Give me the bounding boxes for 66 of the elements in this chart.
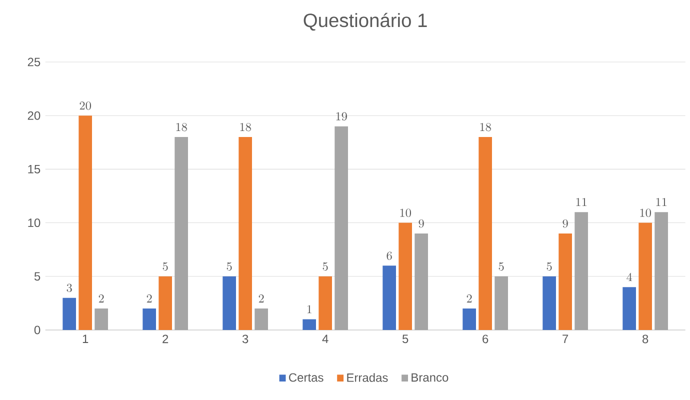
x-tick-label: 4: [322, 334, 328, 343]
bar: [238, 137, 252, 330]
data-label: 10: [640, 208, 651, 218]
data-label: 2: [146, 294, 152, 303]
data-label: 18: [480, 123, 491, 132]
data-label: 11: [656, 198, 666, 206]
bar: [638, 222, 652, 330]
legend-label: Erradas: [347, 373, 388, 382]
data-label: 9: [562, 219, 568, 228]
bar: [558, 234, 572, 330]
x-tick-label: 5: [402, 334, 408, 344]
bar: [382, 266, 396, 330]
bar: [174, 137, 188, 330]
x-tick-label: 8: [642, 334, 648, 344]
data-label: 4: [626, 272, 632, 282]
bar: [462, 308, 476, 330]
y-tick-label: 15: [28, 165, 40, 174]
legend-label: Branco: [412, 373, 448, 382]
data-label: 10: [400, 208, 412, 218]
y-tick-label: 25: [28, 58, 40, 66]
bar: [398, 222, 412, 330]
y-tick-label: 10: [28, 218, 40, 228]
y-tick-label: 20: [28, 111, 40, 120]
bar: [478, 137, 492, 330]
y-tick-label: 5: [34, 272, 40, 281]
data-label: 1: [307, 305, 312, 314]
bar: [334, 126, 348, 330]
data-label: 18: [240, 123, 251, 132]
data-label: 2: [98, 294, 104, 303]
data-label: 9: [418, 219, 424, 228]
bar: [142, 308, 156, 330]
x-tick-label: 2: [162, 334, 168, 344]
bar: [494, 276, 508, 330]
x-tick-label: 6: [482, 334, 488, 344]
bar: [574, 212, 588, 330]
x-tick-label: 7: [562, 334, 568, 343]
data-label: 5: [226, 262, 232, 271]
data-label: 2: [466, 294, 472, 303]
bar: [542, 276, 556, 330]
bar: [254, 308, 268, 330]
chart-title: Questionário 1: [304, 12, 427, 31]
data-label: 11: [576, 198, 586, 206]
bar: [158, 276, 172, 330]
data-label: 6: [386, 252, 392, 260]
x-tick-label: 3: [242, 334, 248, 344]
data-label: 18: [176, 123, 187, 132]
data-label: 5: [546, 262, 552, 271]
data-label: 19: [336, 112, 347, 121]
bar: [414, 234, 428, 330]
legend-label: Certas: [289, 373, 324, 382]
data-label: 5: [322, 262, 328, 271]
data-label: 20: [80, 102, 92, 110]
data-label: 5: [162, 262, 168, 271]
bar: [302, 319, 316, 330]
x-tick-label: 1: [82, 334, 88, 343]
bar: [94, 308, 108, 330]
data-label: 2: [258, 294, 264, 303]
bar: [62, 298, 76, 330]
bar: [654, 212, 668, 330]
data-label: 3: [66, 284, 72, 292]
data-label: 5: [498, 262, 504, 271]
bar: [222, 276, 236, 330]
bar: [318, 276, 332, 330]
y-tick-label: 0: [34, 326, 40, 334]
bar: [78, 116, 92, 330]
bar: [622, 287, 636, 330]
